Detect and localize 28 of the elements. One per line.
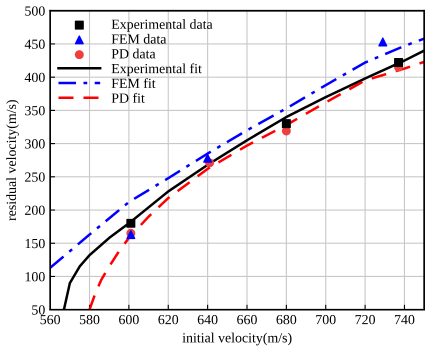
y-tick-label: 400	[24, 72, 45, 82]
y-tick-label: 100	[26, 272, 45, 282]
x-tick-label: 660	[237, 314, 257, 324]
x-tick-label: 720	[356, 314, 375, 324]
y-axis-title: residual velocity(m/s)	[6, 100, 19, 221]
y-tick-label: 300	[25, 139, 45, 149]
x-tick-label: 560	[40, 314, 60, 324]
x-tick-label: 620	[158, 314, 178, 324]
x-tick-label: 680	[276, 314, 296, 324]
x-tick-label: 740	[394, 314, 414, 324]
x-tick-label: 580	[80, 314, 100, 324]
legend-label: Experimental data	[112, 19, 212, 32]
y-tick-label: 450	[24, 40, 45, 49]
x-tick-label: 600	[119, 314, 139, 324]
y-tick-label: 50	[32, 305, 45, 315]
legend-label: PD fit	[112, 92, 145, 103]
y-tick-label: 200	[25, 206, 45, 215]
legend-label: FEM fit	[112, 78, 156, 88]
x-tick-label: 700	[316, 314, 336, 324]
legend-label: Experimental fit	[112, 63, 202, 76]
legend-label: PD data	[112, 48, 156, 58]
x-tick-label: 640	[198, 314, 218, 324]
y-tick-label: 250	[25, 172, 45, 182]
y-tick-label: 150	[26, 238, 45, 248]
y-tick-label: 350	[25, 106, 45, 116]
x-axis-title: initial velocity(m/s)	[182, 332, 292, 346]
y-tick-label: 500	[25, 6, 45, 16]
legend-label: FEM data	[112, 34, 166, 44]
